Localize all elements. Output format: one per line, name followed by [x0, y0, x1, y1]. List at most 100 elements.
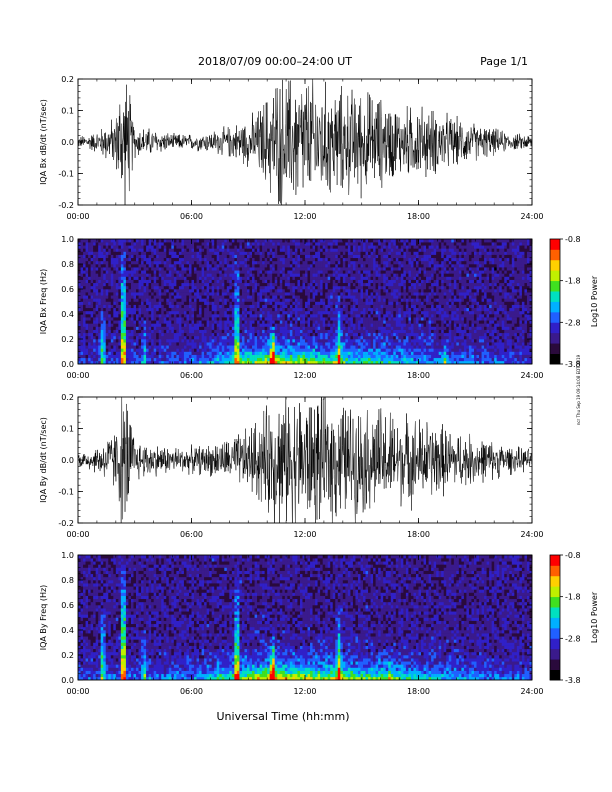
bx-spectrogram-cell — [226, 329, 230, 334]
bx-spectrogram-cell — [340, 298, 344, 302]
bx-spectrogram-cell — [151, 345, 154, 349]
bx-spectrogram-cell — [229, 298, 233, 302]
bx-spectrogram-cell — [153, 310, 157, 315]
bx-spectrogram-cell — [282, 345, 286, 349]
bx-spectrogram-cell — [337, 357, 341, 362]
bx-spectrogram-cell — [201, 242, 205, 246]
bx-spectrogram-cell — [363, 242, 366, 246]
bx-spectrogram-cell — [373, 342, 376, 346]
bx-spectrogram-cell — [305, 245, 308, 249]
bx-spectrogram-cell — [365, 270, 369, 274]
bx-spectrogram-cell — [370, 267, 374, 271]
bx-spectrogram-cell — [284, 273, 288, 277]
bx-spectrogram-cell — [178, 264, 182, 268]
bx-spectrogram-cell — [95, 282, 99, 287]
bx-spectrogram-cell — [312, 273, 316, 277]
bx-spectrogram-cell — [183, 339, 187, 343]
bx-spectrogram-cell — [163, 239, 167, 243]
bx-spectrogram-cell — [299, 257, 303, 262]
bx-spectrogram-cell — [355, 264, 359, 268]
bx-spectrogram-cell — [231, 329, 235, 334]
bx-spectrogram-cell — [363, 248, 366, 252]
bx-spectrogram-cell — [310, 339, 313, 343]
bx-spectrogram-cell — [209, 245, 212, 249]
bx-spectrogram-cell — [272, 301, 276, 305]
bx-spectrogram-cell — [123, 314, 127, 318]
bx-spectrogram-cell — [355, 304, 359, 309]
bx-spectrogram-cell — [345, 301, 349, 305]
bx-spectrogram-cell — [239, 245, 243, 249]
bx-spectrogram-cell — [226, 282, 230, 287]
bx-spectrogram-cell — [125, 323, 129, 327]
bx-spectrogram-cell — [274, 264, 278, 268]
bx-spectrogram-cell — [85, 242, 89, 246]
bx-spectrogram-cell — [312, 267, 316, 271]
bx-spectrogram-cell — [83, 332, 86, 337]
bx-spectrogram-cell — [206, 267, 210, 271]
bx-spectrogram-cell — [133, 273, 137, 277]
bx-spectrogram-cell — [239, 332, 243, 337]
bx-spectrogram-cell — [224, 354, 228, 359]
bx-spectrogram-cell — [259, 248, 263, 252]
bx-spectrogram-cell — [103, 351, 107, 355]
bx-spectrogram-cell — [221, 254, 225, 259]
bx-spectrogram-cell — [166, 260, 170, 265]
bx-spectrogram-cell — [166, 304, 170, 309]
bx-spectrogram-cell — [292, 254, 296, 259]
bx-spectrogram-cell — [204, 329, 207, 334]
bx-spectrogram-cell — [128, 351, 132, 355]
bx-spectrogram-cell — [80, 279, 84, 284]
bx-spectrogram-cell — [363, 326, 366, 330]
bx-spectrogram-cell — [128, 323, 132, 327]
bx-spectrogram-cell — [279, 298, 283, 302]
bx-spectrogram-cell — [136, 298, 139, 302]
bx-spectrogram-cell — [365, 282, 369, 287]
bx-spectrogram-cell — [168, 332, 172, 337]
bx-spectrogram-cell — [357, 342, 361, 346]
bx-spectrogram-cell — [103, 335, 107, 340]
bx-dbdt-x-tick-label: 00:00 — [66, 212, 89, 221]
bx-spectrogram-cell — [315, 273, 318, 277]
bx-spectrogram-cell — [90, 348, 94, 352]
bx-dbdt-y-axis-label: IQA Bx dB/dt (nT/sec) — [39, 99, 48, 185]
bx-spectrogram-cell — [110, 320, 114, 324]
bx-spectrogram-cell — [352, 360, 356, 364]
bx-spectrogram-cell — [95, 292, 99, 296]
bx-spectrogram-cell — [219, 357, 223, 362]
bx-spectrogram-cell — [148, 335, 152, 340]
bx-spectrogram-cell — [161, 260, 165, 265]
bx-spectrogram-cell — [282, 357, 286, 362]
bx-spectrogram-cell — [325, 342, 328, 346]
bx-spectrogram-cell — [143, 270, 147, 274]
bx-spectrogram-cell — [337, 354, 341, 359]
bx-spectrogram-cell — [130, 289, 134, 293]
bx-spectrogram-cell — [282, 276, 286, 280]
bx-spectrogram-cell — [373, 357, 376, 362]
bx-spectrogram-cell — [305, 335, 308, 340]
bx-spectrogram-cell — [257, 289, 260, 293]
bx-spectrogram-cell — [221, 317, 225, 321]
bx-spectrogram-cell — [153, 301, 157, 305]
bx-spectrogram-cell — [113, 264, 117, 268]
bx-spectrogram-cell — [342, 276, 346, 280]
bx-spectrogram-cell — [196, 323, 200, 327]
bx-spectrogram-cell — [229, 307, 233, 312]
bx-spectrogram-cell — [83, 251, 86, 255]
bx-spectrogram-cell — [80, 251, 84, 255]
bx-spectrogram-cell — [93, 276, 96, 280]
bx-spectrogram-cell — [183, 323, 187, 327]
bx-spectrogram-cell — [262, 354, 265, 359]
bx-spectrogram-cell — [153, 323, 157, 327]
bx-spectrogram-cell — [325, 248, 328, 252]
bx-spectrogram-cell — [85, 267, 89, 271]
bx-spectrogram-cell — [287, 317, 291, 321]
bx-spectrogram-cell — [355, 307, 359, 312]
bx-spectrogram-cell — [299, 279, 303, 284]
bx-spectrogram-cell — [201, 239, 205, 243]
bx-spectrogram-cell — [221, 301, 225, 305]
bx-spectrogram-cell — [153, 351, 157, 355]
bx-spectrogram-cell — [143, 354, 147, 359]
bx-spectrogram-cell — [231, 282, 235, 287]
bx-spectrogram-cell — [234, 342, 238, 346]
bx-spectrogram-cell — [181, 260, 185, 265]
